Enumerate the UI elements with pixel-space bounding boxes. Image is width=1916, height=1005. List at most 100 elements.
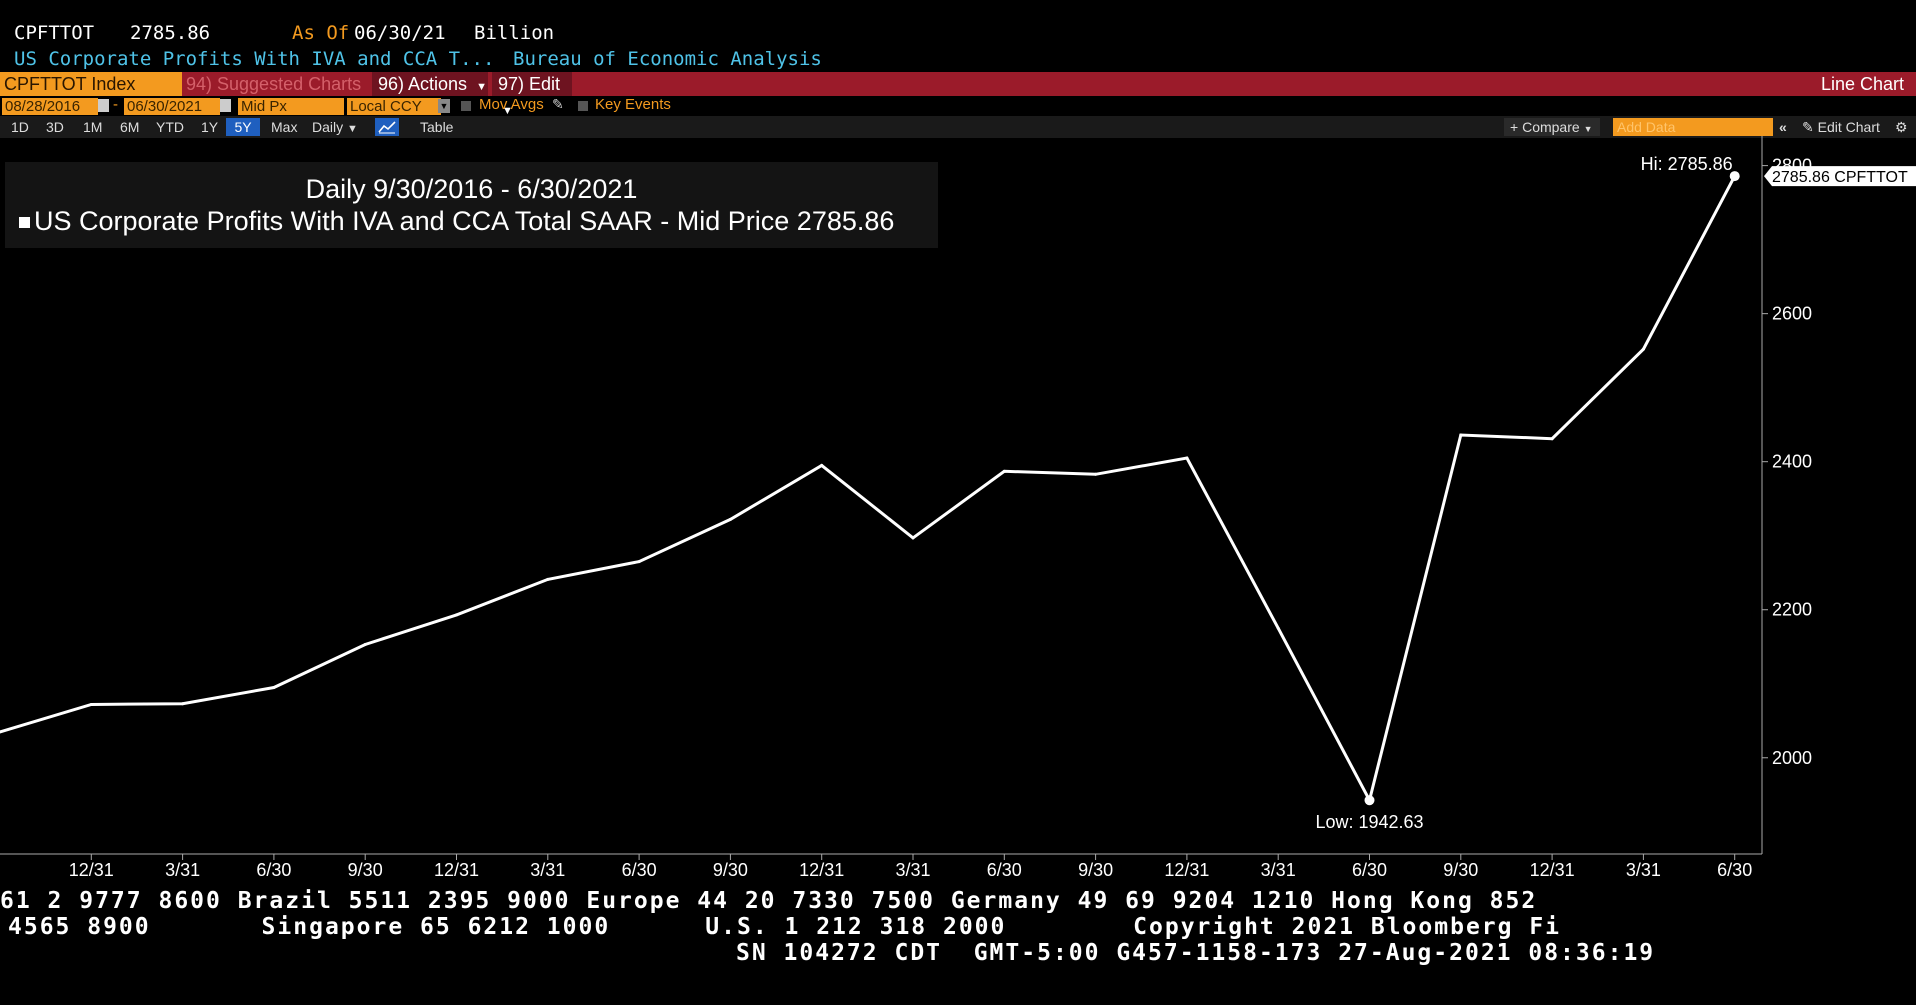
function-toolbar: CPFTTOT Index 94) Suggested Charts 96) A…	[0, 72, 1916, 117]
legend-range: Daily 9/30/2016 - 6/30/2021	[305, 174, 638, 204]
period-1m-button[interactable]: 1M	[83, 119, 103, 135]
x-axis: 12/31 3/31 6/30 9/30 12/31 3/31 6/30 9/30 12/31 3…	[69, 854, 1752, 880]
x-tick-label: 6/30	[256, 860, 291, 880]
x-tick-label: 9/30	[713, 860, 748, 880]
actions-menu[interactable]: 96) Actions ▼	[372, 72, 488, 96]
table-button[interactable]: Table	[420, 119, 454, 135]
data-point-4	[363, 643, 367, 647]
as-of-date: 06/30/21	[354, 22, 446, 44]
x-tick-label: 3/31	[1261, 860, 1296, 880]
data-point-7	[637, 560, 641, 564]
edit-label: 97) Edit	[498, 74, 561, 94]
x-tick-label: 9/30	[1078, 860, 1113, 880]
data-source: Bureau of Economic Analysis	[513, 48, 822, 70]
collapse-icon[interactable]: «	[1779, 119, 1787, 135]
add-data-field[interactable]: Add Data	[1613, 118, 1773, 136]
chevron-down-icon: ▼	[502, 105, 513, 117]
x-tick-label: 9/30	[348, 860, 383, 880]
x-tick-label: 12/31	[69, 860, 114, 880]
x-tick-label: 12/31	[1530, 860, 1575, 880]
line-chart-icon[interactable]	[375, 118, 399, 136]
chevron-down-icon: ▼	[476, 81, 487, 93]
period-5y-button[interactable]: 5Y	[226, 118, 260, 136]
x-tick-label: 3/31	[165, 860, 200, 880]
last-value-tag: 2785.86 CPFTTOT	[1764, 166, 1916, 187]
x-tick-label: 6/30	[987, 860, 1022, 880]
data-point-8	[728, 517, 732, 521]
legend-series: US Corporate Profits With IVA and CCA To…	[19, 206, 894, 237]
chevron-down-icon[interactable]: ▼	[438, 99, 450, 113]
data-point-1	[89, 702, 93, 706]
data-point-3	[272, 685, 276, 689]
key-events-checkbox[interactable]	[578, 101, 588, 111]
edit-chart-label: Edit Chart	[1817, 119, 1880, 135]
pencil-icon: ✎	[1802, 119, 1814, 135]
x-tick-label: 3/31	[1626, 860, 1661, 880]
legend-series-name: US Corporate Profits With IVA and CCA To…	[34, 206, 790, 236]
edit-menu[interactable]: 97) Edit ▼	[492, 72, 572, 117]
gear-icon[interactable]: ⚙	[1895, 119, 1908, 135]
calendar-icon[interactable]	[98, 99, 109, 112]
compare-label: Compare	[1522, 119, 1580, 135]
edit-chart-button[interactable]: ✎ Edit Chart	[1802, 118, 1880, 136]
chart-legend: Daily 9/30/2016 - 6/30/2021 US Corporate…	[5, 162, 938, 248]
period-3d-button[interactable]: 3D	[46, 119, 64, 135]
x-tick-label: 12/31	[799, 860, 844, 880]
legend-series-value: 2785.86	[796, 206, 895, 236]
contact-footer: 61 2 9777 8600 Brazil 5511 2395 9000 Eur…	[0, 888, 1916, 992]
data-point-14	[1276, 626, 1280, 630]
y-tick-label: 2200	[1772, 600, 1812, 620]
calendar-icon[interactable]	[220, 99, 231, 112]
suggested-charts-button[interactable]: 94) Suggested Charts	[186, 74, 362, 94]
footer-line-2: 4565 8900 Singapore 65 6212 1000 U.S. 1 …	[8, 914, 1562, 940]
period-max-button[interactable]: Max	[271, 119, 298, 135]
mov-avgs-checkbox[interactable]	[461, 101, 471, 111]
data-point-16	[1459, 433, 1463, 437]
low-marker[interactable]	[1364, 795, 1375, 806]
plus-icon: +	[1510, 119, 1519, 135]
period-1d-button[interactable]: 1D	[11, 119, 29, 135]
data-point-17	[1550, 437, 1554, 441]
y-tick-label: 2600	[1772, 304, 1812, 324]
range-dash: -	[113, 96, 118, 113]
compare-button[interactable]: + Compare ▼	[1504, 118, 1600, 136]
y-tick-label: 2000	[1772, 748, 1812, 768]
start-date-field[interactable]: 08/28/2016	[2, 98, 98, 115]
chevron-down-icon: ▼	[347, 123, 358, 135]
frequency-label: Daily	[312, 119, 344, 135]
security-header: CPFTTOT 2785.86 As Of 06/30/21 Billion U…	[0, 0, 1916, 72]
end-date-field[interactable]: 06/30/2021	[124, 98, 220, 115]
last-value-label: 2785.86 CPFTTOT	[1772, 169, 1908, 186]
x-tick-label: 6/30	[1352, 860, 1387, 880]
security-input[interactable]: CPFTTOT Index	[0, 72, 182, 96]
data-point-18	[1641, 347, 1645, 351]
field-selector[interactable]: Mid Px	[238, 98, 344, 115]
data-point-6	[546, 577, 550, 581]
currency-selector[interactable]: Local CCY	[347, 98, 441, 115]
x-tick-label: 12/31	[1164, 860, 1209, 880]
data-point-9	[820, 463, 824, 467]
frequency-selector[interactable]: Daily ▼	[312, 118, 358, 136]
chevron-down-icon: ▼	[1583, 124, 1593, 134]
series-line[interactable]	[0, 175, 1737, 805]
security-name: US Corporate Profits With IVA and CCA T.…	[14, 48, 495, 70]
x-tick-label: 9/30	[1443, 860, 1478, 880]
legend-swatch	[19, 217, 30, 229]
period-6m-button[interactable]: 6M	[120, 119, 140, 135]
period-1y-button[interactable]: 1Y	[201, 119, 219, 135]
data-point-13	[1185, 456, 1189, 460]
y-tick-label: 2400	[1772, 452, 1812, 472]
x-tick-label: 6/30	[1717, 860, 1752, 880]
data-point-12	[1094, 472, 1098, 476]
period-ytd-button[interactable]: YTD	[156, 119, 184, 135]
as-of-label: As Of	[292, 22, 350, 44]
pencil-icon[interactable]: ✎	[552, 96, 564, 112]
x-tick-label: 3/31	[530, 860, 565, 880]
x-tick-label: 3/31	[895, 860, 930, 880]
low-label: Low: 1942.63	[1315, 812, 1423, 832]
date-range-row: 08/28/2016 - 06/30/2021 Mid Px Local CCY…	[0, 96, 1916, 116]
hi-marker[interactable]	[1729, 171, 1740, 182]
unit-label: Billion	[474, 22, 555, 44]
